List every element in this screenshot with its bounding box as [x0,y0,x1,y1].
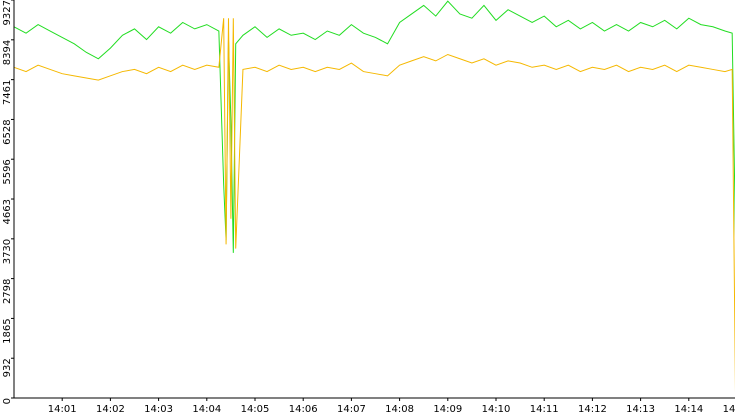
x-tick-label: 14:04 [192,404,221,415]
series-line [13,0,735,253]
x-tick-label: 14:11 [530,404,559,415]
x-tick-label: 14:07 [337,404,366,415]
x-tick-label: 14:14 [674,404,703,415]
y-tick-label: 7461 [2,80,13,105]
x-tick-label: 14:12 [578,404,607,415]
y-tick-label: 932 [2,358,13,377]
y-tick-label: 5596 [2,159,13,184]
y-tick-label: 8394 [2,40,13,65]
y-tick-label: 3730 [2,239,13,264]
x-tick-label: 14:03 [144,404,173,415]
y-tick-label: 2798 [2,279,13,304]
x-tick-label: 14:01 [48,404,77,415]
x-tick-label: 14:10 [482,404,511,415]
x-tick-label: 14:05 [241,404,270,415]
x-tick-label: 14:08 [385,404,414,415]
x-tick-label: 14:15 [723,404,735,415]
y-tick-label: 9327 [2,0,13,25]
x-tick-label: 14:06 [289,404,318,415]
y-tick-label: 1865 [2,318,13,343]
y-tick-label: 4663 [2,199,13,224]
series-line [13,18,735,394]
x-tick-label: 14:09 [433,404,462,415]
y-tick-label: 0 [2,398,13,404]
x-tick-label: 14:13 [626,404,655,415]
x-tick-label: 14:02 [96,404,125,415]
y-tick-label: 6528 [2,119,13,144]
